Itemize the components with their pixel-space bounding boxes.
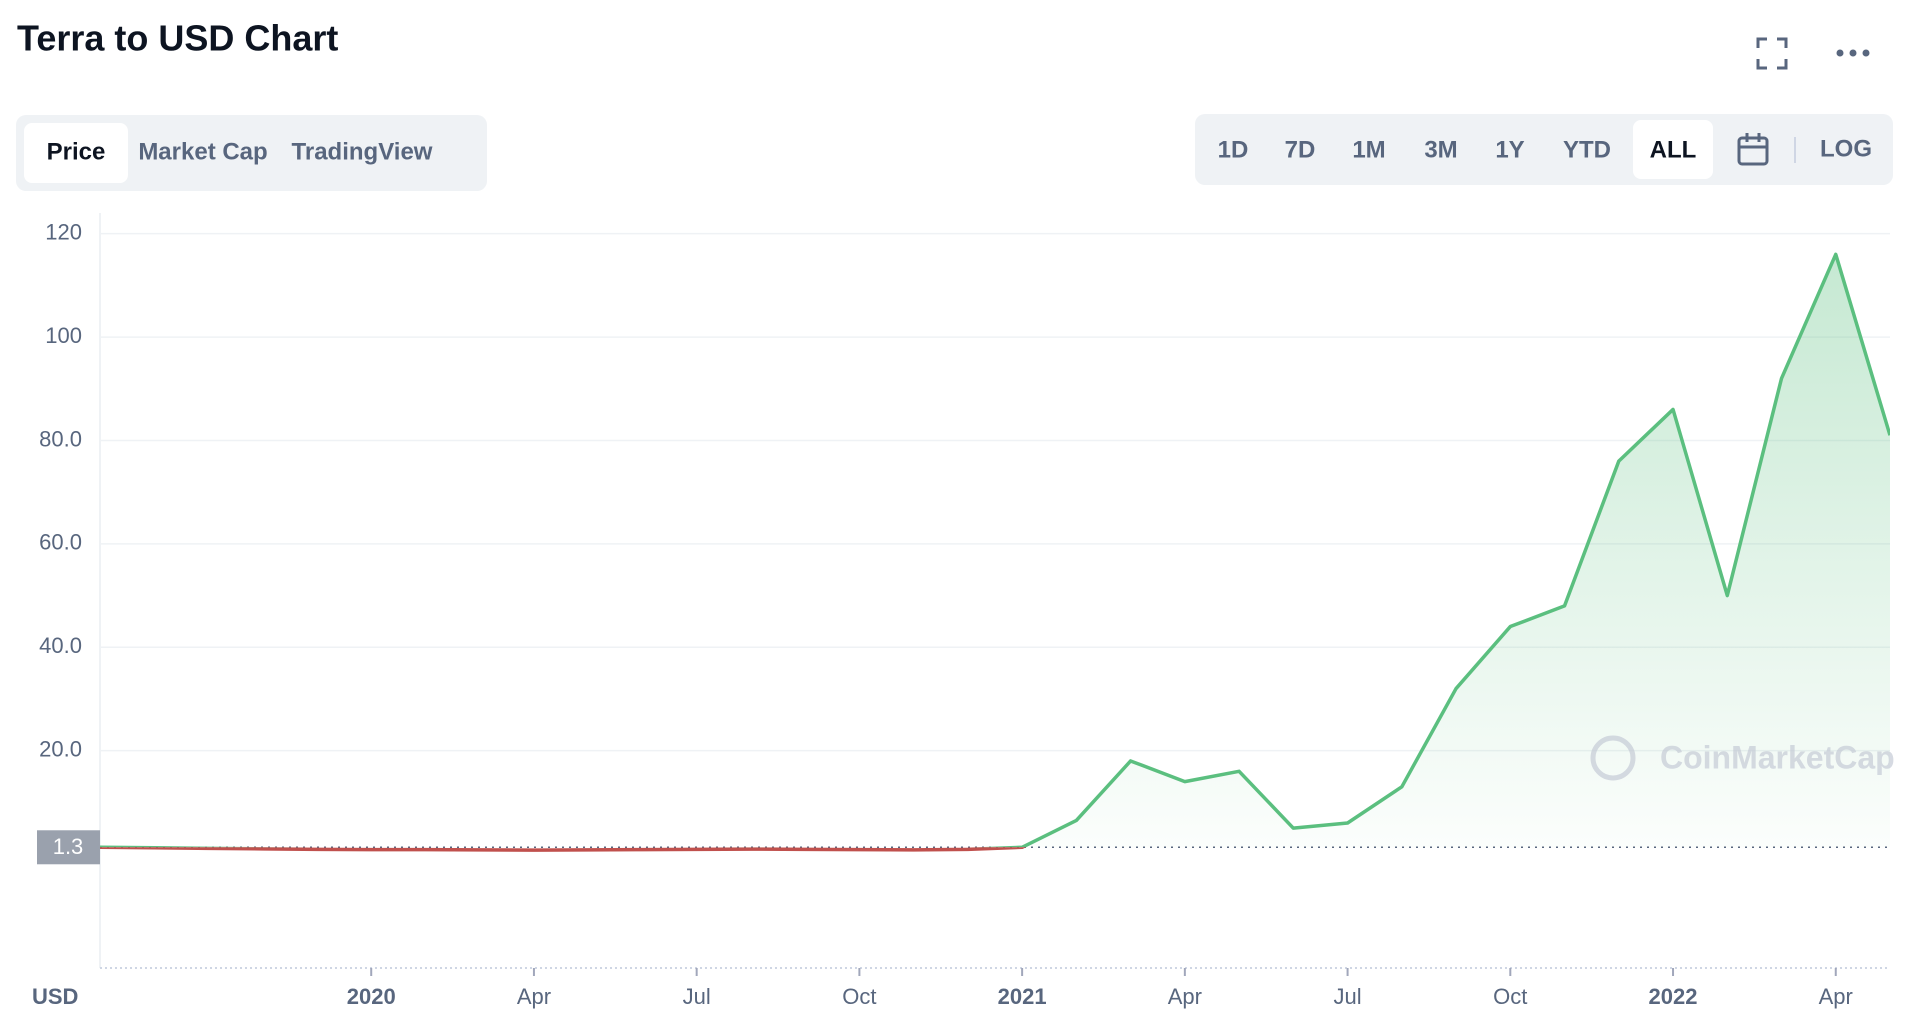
range-bar <box>1195 114 1893 185</box>
y-tick-label: 80.0 <box>39 426 82 451</box>
more-icon[interactable] <box>1836 49 1870 57</box>
y-tick-label: 20.0 <box>39 736 82 761</box>
tab[interactable]: TradingView <box>292 138 433 165</box>
x-tick-label: Jul <box>1334 984 1362 1009</box>
watermark: CoinMarketCap <box>1660 739 1895 775</box>
x-tick-label: Apr <box>1819 984 1853 1009</box>
price-line <box>100 252 1890 848</box>
range-button[interactable]: YTD <box>1563 136 1611 163</box>
chart-title: Terra to USD Chart <box>17 18 338 59</box>
range-active-bg <box>1633 120 1713 179</box>
log-button[interactable]: LOG <box>1820 135 1872 162</box>
x-tick-label: 2021 <box>998 984 1047 1009</box>
x-tick-label: Apr <box>517 984 551 1009</box>
y-tick-label: 60.0 <box>39 530 82 555</box>
range-button[interactable]: 1D <box>1218 136 1249 163</box>
y-tick-label: 120 <box>45 219 82 244</box>
calendar-icon[interactable] <box>1737 133 1769 166</box>
x-tick-label: Oct <box>842 984 876 1009</box>
range-button[interactable]: 3M <box>1424 136 1457 163</box>
tab[interactable]: Market Cap <box>138 138 267 165</box>
y-tick-label: 40.0 <box>39 633 82 658</box>
range-button[interactable]: ALL <box>1650 136 1697 163</box>
tab-bar <box>16 115 487 191</box>
x-tick-label: Apr <box>1168 984 1202 1009</box>
watermark-logo <box>1590 735 1636 781</box>
x-tick-label: 2020 <box>347 984 396 1009</box>
area <box>1022 254 1890 848</box>
fullscreen-icon[interactable] <box>1756 37 1788 70</box>
range-button[interactable]: 1M <box>1352 136 1385 163</box>
currency-label: USD <box>32 984 78 1009</box>
range-button[interactable]: 1Y <box>1495 136 1524 163</box>
x-tick-label: 2022 <box>1649 984 1698 1009</box>
reference-label: 1.3 <box>53 834 84 859</box>
x-tick-label: Oct <box>1493 984 1527 1009</box>
y-tick-label: 100 <box>45 323 82 348</box>
reference-badge <box>37 830 100 865</box>
tab[interactable]: Price <box>47 138 106 165</box>
price-line-below <box>100 847 1027 852</box>
x-tick-label: Jul <box>683 984 711 1009</box>
tab-active-bg <box>24 123 128 183</box>
range-button[interactable]: 7D <box>1285 136 1316 163</box>
